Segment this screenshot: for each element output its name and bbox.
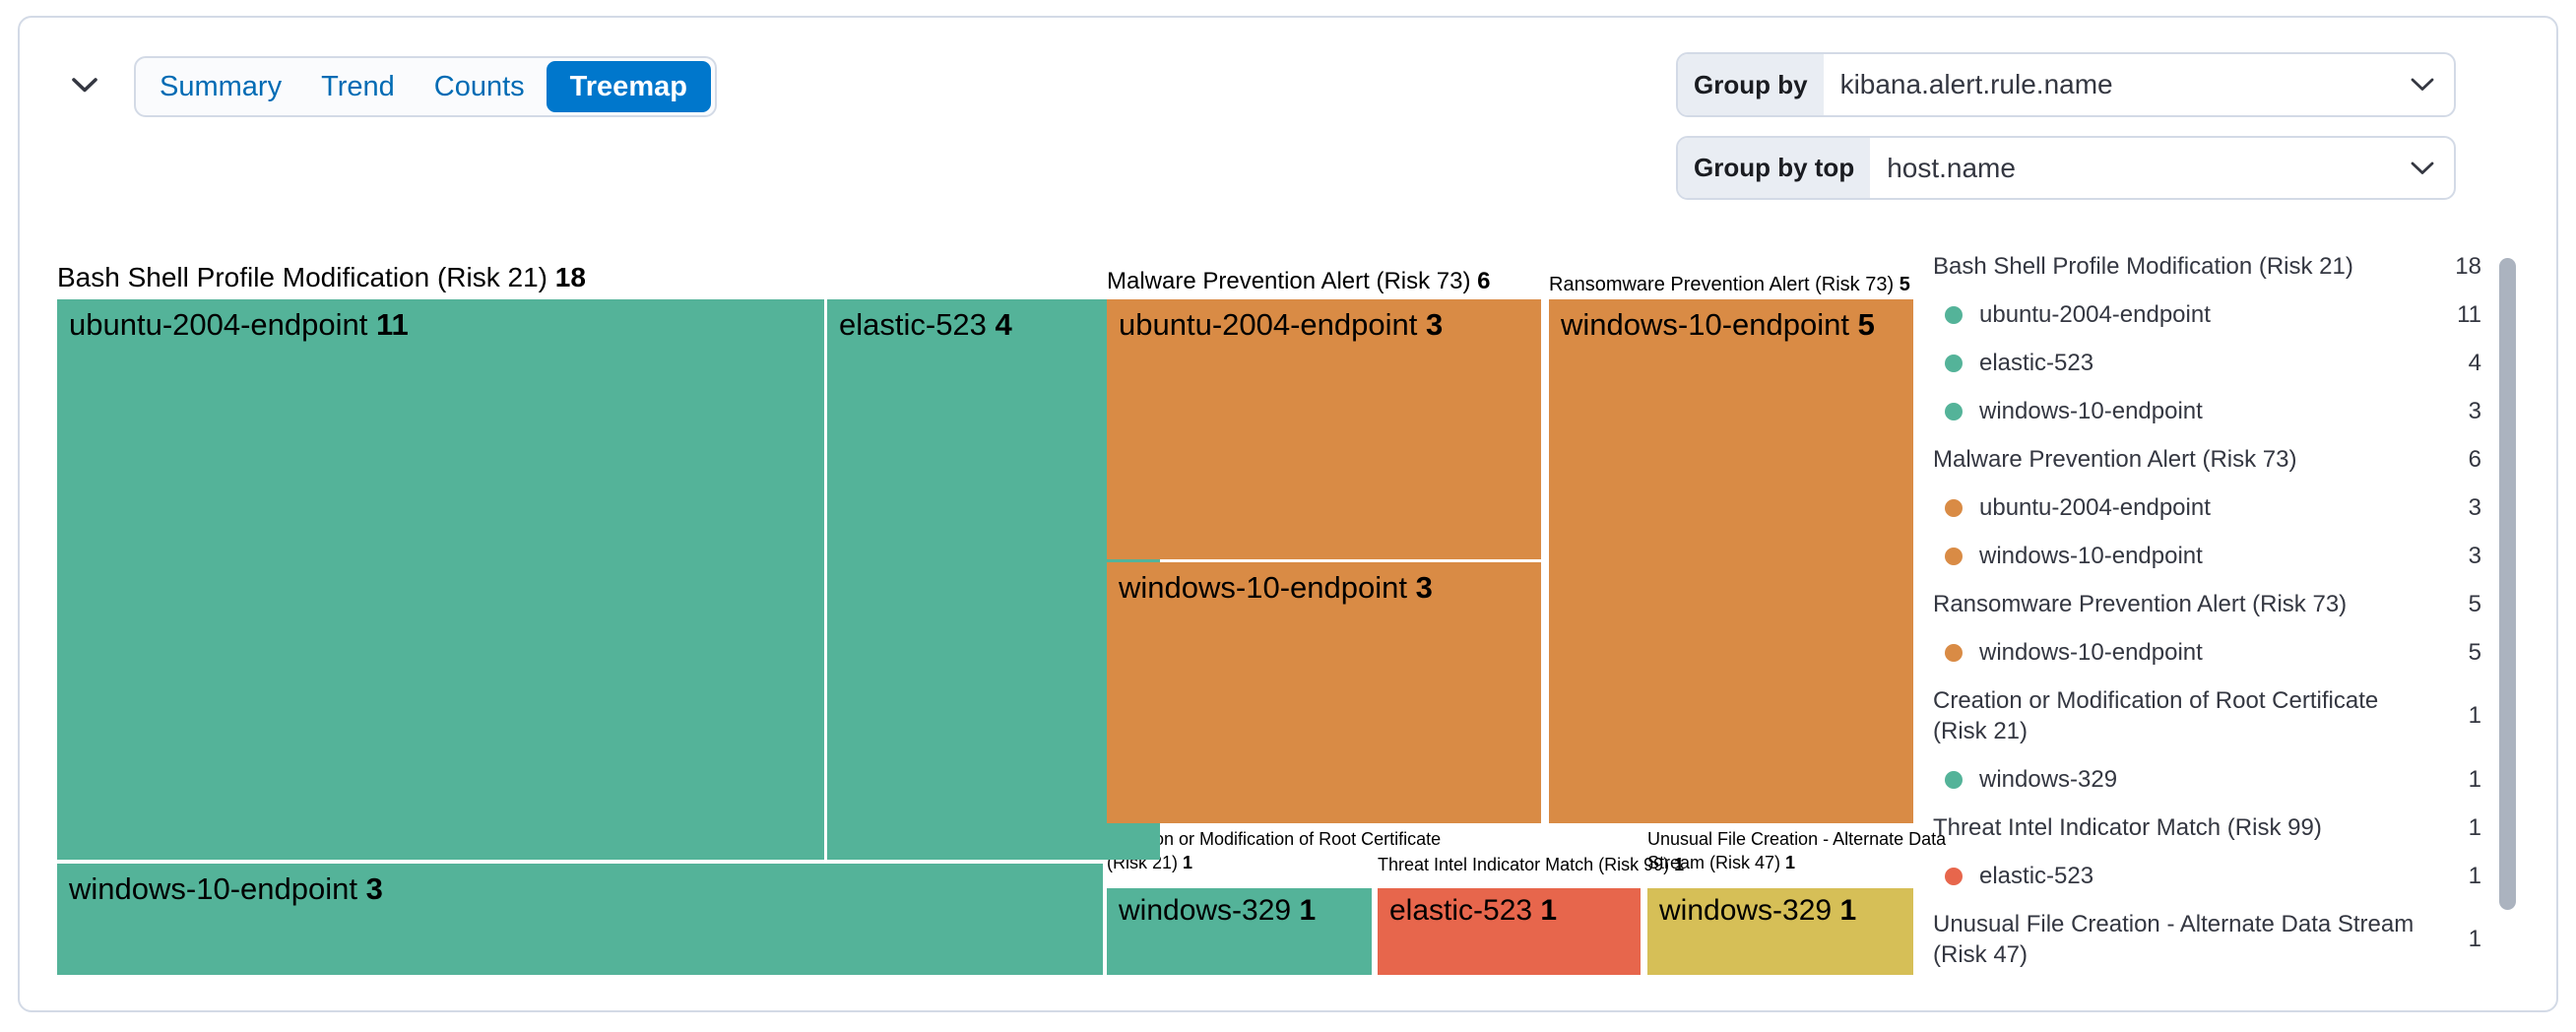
- treemap-tile[interactable]: windows-10-endpoint 3: [1107, 562, 1541, 823]
- chart-view-button-group: Summary Trend Counts Treemap: [134, 56, 717, 117]
- legend-group-row: Unusual File Creation - Alternate Data S…: [1933, 911, 2481, 968]
- series-color-dot: [1945, 354, 1963, 372]
- group-by-top-select[interactable]: Group by top host.name: [1676, 136, 2456, 200]
- legend-host-row: ubuntu-2004-endpoint 3: [1933, 484, 2481, 532]
- treemap-tile[interactable]: ubuntu-2004-endpoint 3: [1107, 299, 1541, 559]
- legend-group-row: Malware Prevention Alert (Risk 73) 6: [1933, 445, 2481, 474]
- tab-counts[interactable]: Counts: [415, 58, 545, 115]
- treemap-group-header: Unusual File Creation - Alternate Data S…: [1647, 829, 1947, 872]
- group-by-value: kibana.alert.rule.name: [1839, 69, 2113, 99]
- treemap-group-header: Ransomware Prevention Alert (Risk 73) 5: [1549, 274, 1910, 295]
- tab-treemap[interactable]: Treemap: [546, 61, 711, 112]
- group-by-select[interactable]: Group by kibana.alert.rule.name: [1676, 52, 2456, 117]
- group-by-top-label: Group by top: [1678, 138, 1871, 198]
- treemap-tile[interactable]: windows-10-endpoint 5: [1549, 299, 1913, 823]
- series-color-dot: [1945, 643, 1963, 662]
- series-color-dot: [1945, 547, 1963, 565]
- series-color-dot: [1945, 867, 1963, 885]
- treemap-legend: Bash Shell Profile Modification (Risk 21…: [1933, 242, 2481, 979]
- legend-group-row: Threat Intel Indicator Match (Risk 99) 1: [1933, 813, 2481, 842]
- collapse-panel-button[interactable]: [59, 65, 110, 108]
- legend-host-row: windows-10-endpoint 3: [1933, 387, 2481, 435]
- tab-summary[interactable]: Summary: [140, 58, 301, 115]
- treemap-group-header: Threat Intel Indicator Match (Risk 99) 1: [1378, 855, 1685, 874]
- legend-group-row: Bash Shell Profile Modification (Risk 21…: [1933, 252, 2481, 281]
- legend-host-row: elastic-523 1: [1933, 852, 2481, 900]
- alerts-treemap-chart: Bash Shell Profile Modification (Risk 21…: [57, 250, 1946, 975]
- alerts-visualization-panel: Summary Trend Counts Treemap Group by ki…: [18, 16, 2558, 1012]
- treemap-tile[interactable]: windows-10-endpoint 3: [57, 864, 1103, 975]
- legend-host-row: ubuntu-2004-endpoint 11: [1933, 290, 2481, 339]
- treemap-group-header: Malware Prevention Alert (Risk 73) 6: [1107, 268, 1491, 294]
- treemap-tile[interactable]: ubuntu-2004-endpoint 11: [57, 299, 824, 860]
- legend-scrollbar[interactable]: [2499, 258, 2516, 910]
- legend-host-row: windows-10-endpoint 3: [1933, 532, 2481, 580]
- series-color-dot: [1945, 402, 1963, 420]
- treemap-group-header: Bash Shell Profile Modification (Risk 21…: [57, 262, 586, 292]
- legend-group-row: Creation or Modification of Root Certifi…: [1933, 687, 2481, 744]
- series-color-dot: [1945, 770, 1963, 789]
- chevron-down-icon: [2391, 138, 2454, 198]
- treemap-tile[interactable]: windows-329 1: [1107, 888, 1372, 975]
- treemap-tile[interactable]: windows-329 1: [1647, 888, 1913, 975]
- chevron-down-icon: [71, 77, 98, 97]
- group-by-top-value: host.name: [1887, 152, 2016, 183]
- legend-host-row: windows-329 1: [1933, 755, 2481, 804]
- chevron-down-icon: [2391, 54, 2454, 115]
- series-color-dot: [1945, 305, 1963, 324]
- treemap-tile[interactable]: elastic-523 1: [1378, 888, 1641, 975]
- treemap-tile[interactable]: elastic-523 4: [827, 299, 1160, 860]
- legend-host-row: windows-10-endpoint 5: [1933, 628, 2481, 677]
- tab-trend[interactable]: Trend: [301, 58, 415, 115]
- legend-host-row: elastic-523 4: [1933, 339, 2481, 387]
- group-by-label: Group by: [1678, 54, 1824, 115]
- legend-group-row: Ransomware Prevention Alert (Risk 73) 5: [1933, 590, 2481, 618]
- series-color-dot: [1945, 498, 1963, 517]
